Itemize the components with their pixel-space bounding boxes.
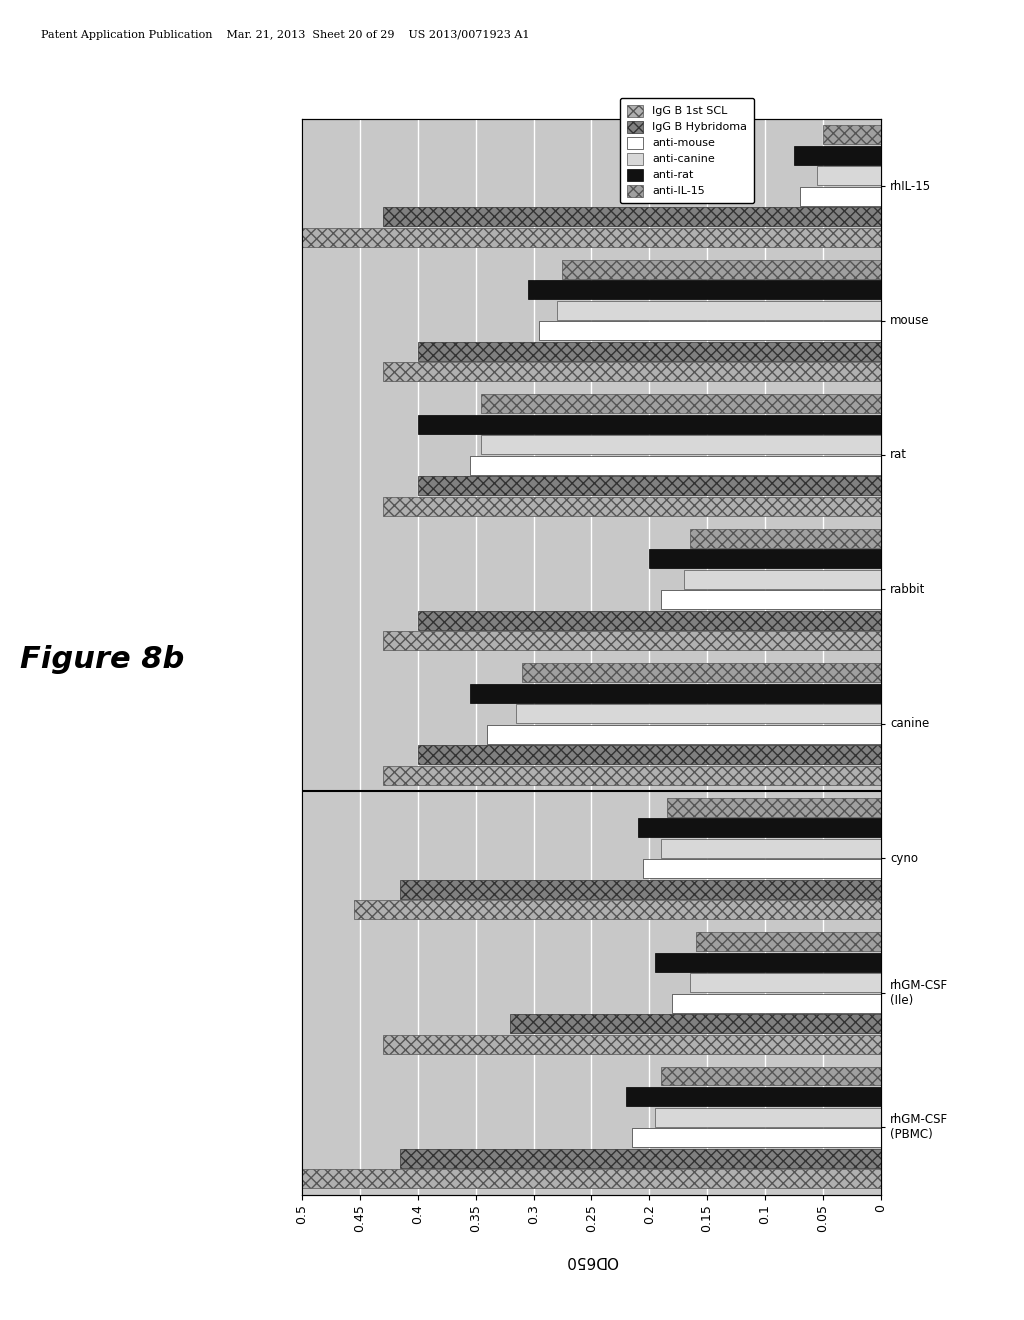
- Bar: [632, 1129, 881, 1147]
- Bar: [527, 280, 881, 300]
- Bar: [418, 342, 881, 360]
- Bar: [690, 973, 881, 993]
- Bar: [522, 663, 881, 682]
- Bar: [638, 818, 881, 837]
- Bar: [655, 953, 881, 972]
- Bar: [557, 301, 881, 319]
- Bar: [626, 1088, 881, 1106]
- Bar: [660, 1067, 881, 1085]
- Bar: [400, 1148, 881, 1168]
- Bar: [481, 395, 881, 413]
- Bar: [470, 684, 881, 702]
- Bar: [562, 260, 881, 279]
- Bar: [383, 766, 881, 785]
- Bar: [516, 704, 881, 723]
- Bar: [354, 900, 881, 919]
- Bar: [643, 859, 881, 878]
- Bar: [684, 570, 881, 589]
- Bar: [383, 496, 881, 516]
- Text: OD650: OD650: [565, 1253, 617, 1269]
- Bar: [418, 414, 881, 434]
- Bar: [649, 549, 881, 568]
- Legend: IgG B 1st SCL, IgG B Hybridoma, anti-mouse, anti-canine, anti-rat, anti-IL-15: IgG B 1st SCL, IgG B Hybridoma, anti-mou…: [620, 98, 754, 203]
- Bar: [822, 125, 881, 144]
- Bar: [481, 436, 881, 454]
- Bar: [695, 932, 881, 950]
- Bar: [400, 879, 881, 899]
- Bar: [794, 145, 881, 165]
- Bar: [383, 207, 881, 226]
- Bar: [418, 477, 881, 495]
- Bar: [302, 1170, 881, 1188]
- Bar: [800, 187, 881, 206]
- Bar: [673, 994, 881, 1012]
- Bar: [470, 455, 881, 475]
- Bar: [302, 228, 881, 247]
- Text: Figure 8b: Figure 8b: [20, 645, 184, 675]
- Bar: [690, 528, 881, 548]
- Bar: [817, 166, 881, 185]
- Bar: [383, 363, 881, 381]
- Bar: [660, 838, 881, 858]
- Bar: [383, 631, 881, 651]
- Bar: [510, 1014, 881, 1034]
- Text: Patent Application Publication    Mar. 21, 2013  Sheet 20 of 29    US 2013/00719: Patent Application Publication Mar. 21, …: [41, 30, 529, 41]
- Bar: [655, 1107, 881, 1126]
- Bar: [383, 1035, 881, 1053]
- Bar: [418, 746, 881, 764]
- Bar: [667, 797, 881, 817]
- Bar: [540, 321, 881, 341]
- Bar: [487, 725, 881, 743]
- Bar: [418, 611, 881, 630]
- Bar: [660, 590, 881, 610]
